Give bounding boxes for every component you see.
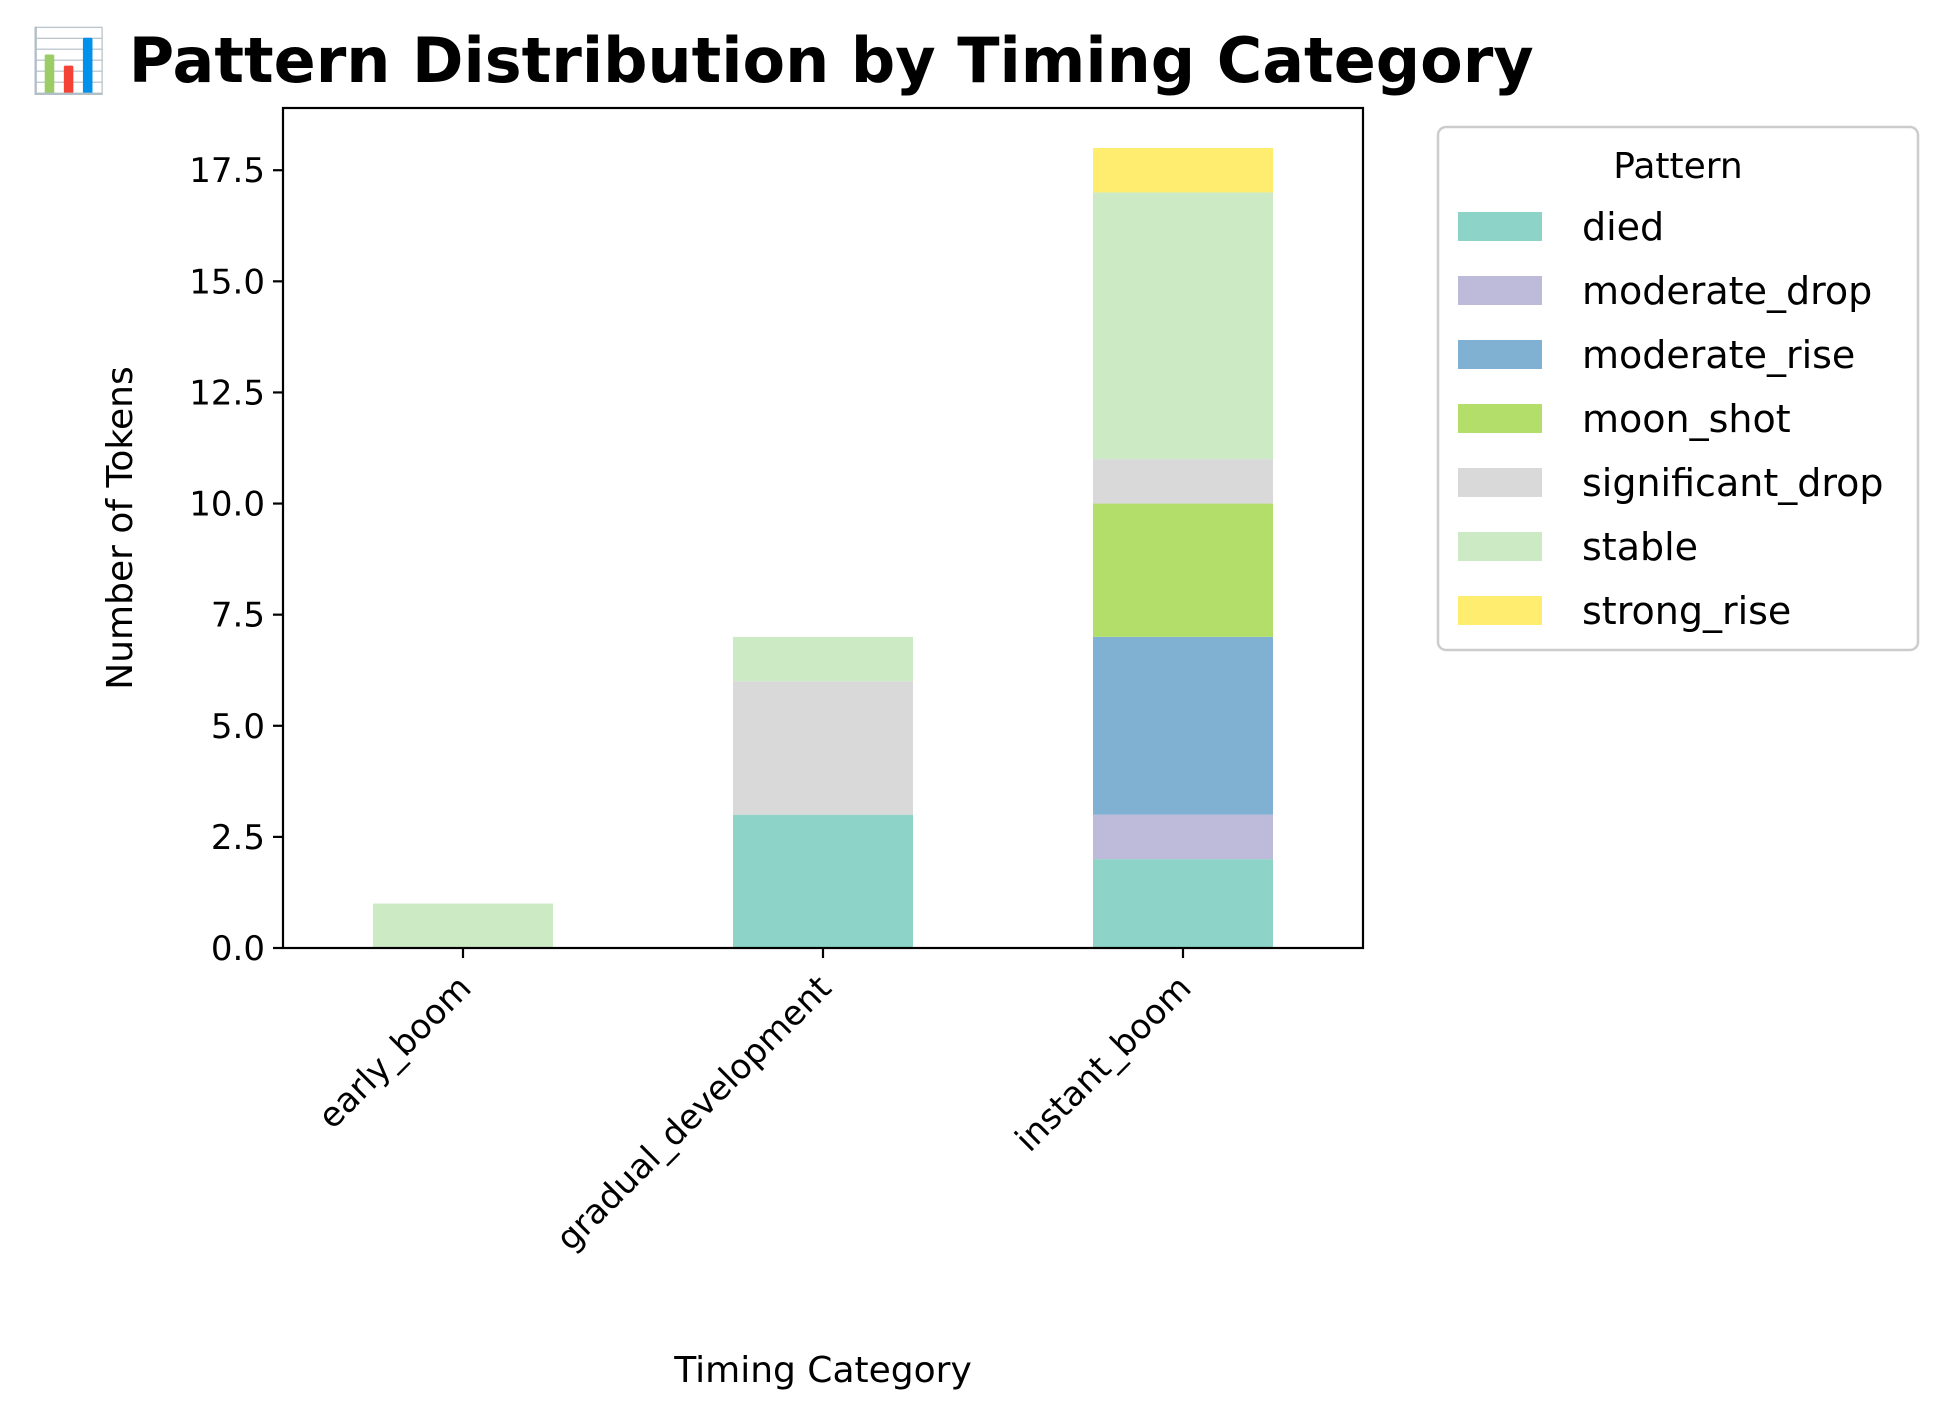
legend-label-moderate_drop: moderate_drop: [1582, 269, 1872, 313]
y-axis: 0.0 2.5 5.0 7.5 10.0 12.5 15.0 17.5: [189, 151, 283, 969]
y-tick-label: 0.0: [211, 929, 265, 969]
legend-label-significant_drop: significant_drop: [1582, 461, 1884, 505]
x-axis: early_boom gradual_development instant_boo…: [311, 948, 1200, 1259]
legend-label-died: died: [1582, 205, 1664, 249]
bar-instant_boom-stable: [1093, 192, 1273, 460]
bar-instant_boom-significant_drop: [1093, 459, 1273, 504]
y-tick-label: 7.5: [211, 596, 265, 636]
y-tick-label: 12.5: [189, 373, 265, 413]
x-axis-label: Timing Category: [673, 1350, 972, 1391]
legend-items: died moderate_drop moderate_rise moon_shots…: [1458, 205, 1884, 633]
legend-swatch-died: [1458, 212, 1542, 241]
bar-gradual_development-significant_drop: [733, 681, 913, 815]
bar-gradual_development-died: [733, 814, 913, 948]
y-tick-label: 17.5: [189, 151, 265, 191]
y-tick-label: 15.0: [189, 262, 265, 302]
bar-gradual_development-stable: [733, 636, 913, 682]
legend-swatch-significant_drop: [1458, 468, 1542, 497]
x-tick-label: gradual_development: [549, 968, 840, 1259]
x-tick-label: early_boom: [311, 968, 480, 1137]
x-tick-label: instant_boom: [1008, 968, 1200, 1160]
legend-frame: [1436, 125, 1920, 652]
y-axis-label: Number of Tokens: [100, 366, 141, 689]
chart-title: 📊 Pattern Distribution by Timing Categor…: [30, 24, 1534, 97]
plot-area: [281, 106, 1365, 950]
legend: Pattern died moderate_drop moderate_risemo…: [1436, 125, 1920, 652]
legend-label-stable: stable: [1582, 525, 1698, 569]
legend-label-moon_shot: moon_shot: [1582, 397, 1791, 441]
legend-swatch-stable: [1458, 532, 1542, 561]
bar-instant_boom-died: [1093, 859, 1273, 948]
bar-early_boom-stable: [373, 903, 553, 948]
bar-instant_boom-moon_shot: [1093, 503, 1273, 637]
legend-swatch-strong_rise: [1458, 596, 1542, 625]
y-tick-label: 5.0: [211, 707, 265, 747]
legend-swatch-moderate_drop: [1458, 276, 1542, 305]
legend-title: Pattern: [1613, 146, 1743, 187]
y-tick-label: 10.0: [189, 485, 265, 525]
bar-instant_boom-moderate_drop: [1093, 814, 1273, 860]
legend-label-moderate_rise: moderate_rise: [1582, 333, 1855, 377]
legend-label-strong_rise: strong_rise: [1582, 589, 1791, 633]
legend-swatch-moderate_rise: [1458, 340, 1542, 369]
bar-instant_boom-moderate_rise: [1093, 636, 1273, 815]
legend-swatch-moon_shot: [1458, 404, 1542, 433]
bar-instant_boom-strong_rise: [1093, 148, 1273, 193]
bars-group: [373, 148, 1273, 948]
y-tick-label: 2.5: [211, 818, 265, 858]
